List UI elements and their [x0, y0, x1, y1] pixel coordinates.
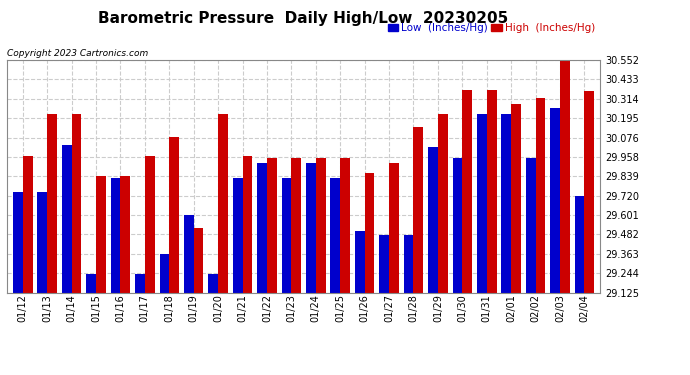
Bar	[86, 274, 96, 292]
Bar	[208, 274, 218, 292]
Bar	[169, 137, 179, 292]
Bar	[389, 163, 399, 292]
Text: Copyright 2023 Cartronics.com: Copyright 2023 Cartronics.com	[7, 49, 148, 58]
Bar	[560, 60, 570, 292]
Bar	[23, 156, 32, 292]
Bar	[526, 158, 535, 292]
Bar	[584, 91, 594, 292]
Bar	[364, 173, 375, 292]
Bar	[282, 178, 291, 292]
Bar	[404, 235, 413, 292]
Bar	[413, 127, 423, 292]
Bar	[453, 158, 462, 292]
Bar	[502, 114, 511, 292]
Bar	[340, 158, 350, 292]
Bar	[575, 195, 584, 292]
Bar	[96, 176, 106, 292]
Bar	[243, 156, 253, 292]
Bar	[159, 254, 169, 292]
Bar	[535, 98, 545, 292]
Bar	[184, 215, 194, 292]
Bar	[62, 145, 72, 292]
Bar	[477, 114, 486, 292]
Bar	[550, 108, 560, 292]
Bar	[486, 90, 497, 292]
Bar	[428, 147, 438, 292]
Bar	[355, 231, 364, 292]
Bar	[37, 192, 47, 292]
Bar	[47, 114, 57, 292]
Legend: Low  (Inches/Hg), High  (Inches/Hg): Low (Inches/Hg), High (Inches/Hg)	[388, 23, 595, 33]
Bar	[331, 178, 340, 292]
Bar	[438, 114, 448, 292]
Bar	[135, 274, 145, 292]
Bar	[462, 90, 472, 292]
Bar	[316, 158, 326, 292]
Bar	[110, 178, 121, 292]
Bar	[511, 104, 521, 292]
Bar	[267, 158, 277, 292]
Bar	[194, 228, 204, 292]
Bar	[306, 163, 316, 292]
Bar	[13, 192, 23, 292]
Text: Barometric Pressure  Daily High/Low  20230205: Barometric Pressure Daily High/Low 20230…	[99, 11, 509, 26]
Bar	[72, 114, 81, 292]
Bar	[257, 163, 267, 292]
Bar	[291, 158, 301, 292]
Bar	[233, 178, 243, 292]
Bar	[380, 235, 389, 292]
Bar	[218, 114, 228, 292]
Bar	[121, 176, 130, 292]
Bar	[145, 156, 155, 292]
